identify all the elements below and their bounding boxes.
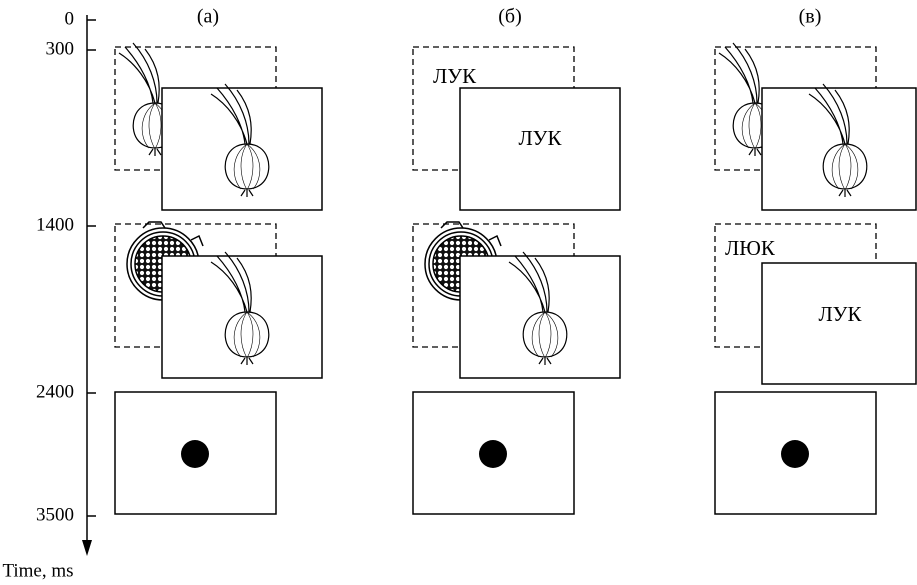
column-label: (в) bbox=[799, 6, 822, 28]
column-label: (б) bbox=[498, 6, 522, 28]
fixation-dot bbox=[479, 440, 507, 468]
fixation-dot bbox=[781, 440, 809, 468]
tick-label: 0 bbox=[65, 8, 75, 29]
prime-word: ЛЮК bbox=[725, 236, 776, 260]
tick-label: 1400 bbox=[36, 214, 74, 235]
target-word: ЛУК bbox=[518, 126, 562, 150]
tick-label: 300 bbox=[46, 38, 75, 59]
column-label: (а) bbox=[197, 6, 219, 28]
target-word: ЛУК bbox=[818, 302, 862, 326]
axis-label: Time, ms bbox=[2, 560, 73, 581]
axis-ticks bbox=[87, 20, 96, 516]
fixation-dot bbox=[181, 440, 209, 468]
tick-label: 3500 bbox=[36, 504, 74, 525]
tick-label: 2400 bbox=[36, 381, 74, 402]
prime-word: ЛУК bbox=[433, 64, 477, 88]
axis-arrow bbox=[82, 540, 92, 556]
diagram: 0 300 1400 2400 3500 Time, ms (а) (б) (в… bbox=[0, 0, 917, 585]
